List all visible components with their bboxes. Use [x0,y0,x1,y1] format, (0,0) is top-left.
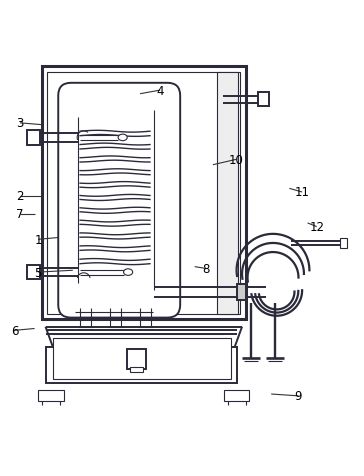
Bar [258,93,269,107]
Text: 9: 9 [295,389,302,403]
Bar [237,285,246,300]
Ellipse shape [118,135,127,141]
FancyBboxPatch shape [58,84,180,318]
Text: 6: 6 [11,324,18,337]
Bar [47,73,240,314]
Bar [217,73,238,314]
Ellipse shape [123,269,133,276]
Text: 11: 11 [294,186,310,199]
Bar [27,131,40,145]
Text: 5: 5 [35,266,42,279]
Bar [38,391,64,401]
Bar [130,367,143,372]
Text: 12: 12 [309,220,324,234]
Text: 7: 7 [16,208,24,221]
Bar [53,338,231,380]
Bar [42,67,246,320]
Text: 1: 1 [35,233,42,246]
Text: 8: 8 [202,262,209,275]
Text: 4: 4 [157,84,164,98]
Bar [46,347,237,383]
Bar [127,349,146,369]
Text: 2: 2 [16,190,24,203]
Text: 10: 10 [229,153,244,167]
Bar [27,265,40,280]
Text: 3: 3 [16,117,24,130]
Bar [224,391,249,401]
Bar [340,239,347,248]
